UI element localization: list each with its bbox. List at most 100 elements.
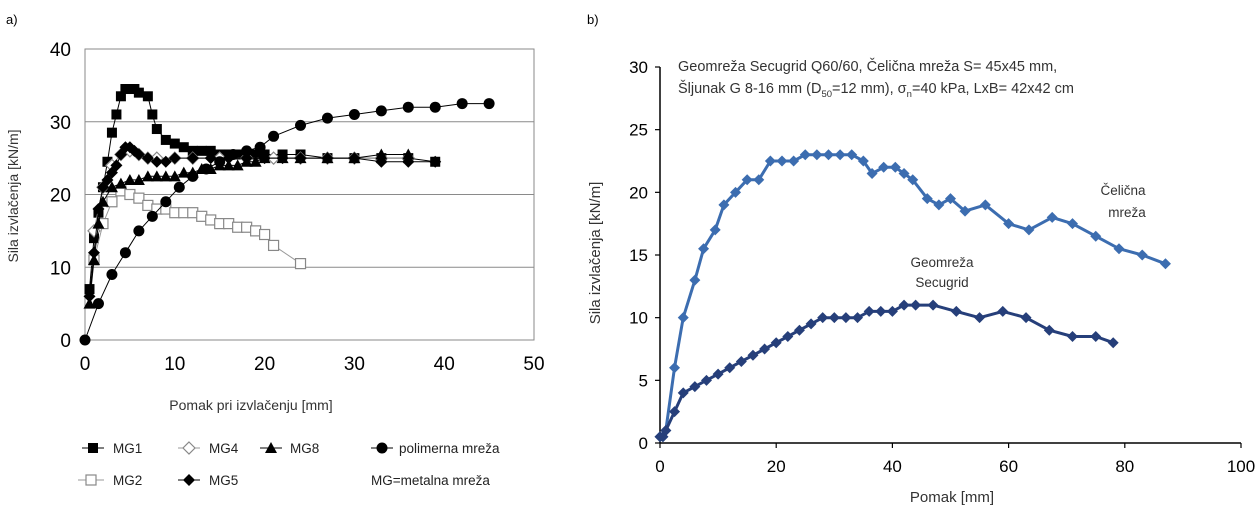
chart-a-x-tick-labels: 0 10 20 30 40 50 (80, 354, 545, 375)
chart-a-line-polimerna-mre-a (84, 103, 490, 341)
chart-a-point-polimerna-mre-a (106, 269, 118, 281)
chart-a-line-mg1 (89, 88, 436, 290)
legend-entry-mg8: MG8 (260, 441, 319, 456)
chart-a-legend: MG1 MG4 MG8 polimerna mreža MG2 (78, 441, 500, 488)
chart-a-point-mg2 (267, 239, 280, 252)
series-label-celicna-line1: Čelična (1100, 183, 1146, 198)
chart-a-point-mg5 (186, 152, 199, 165)
chart-b-y-tick-label: 15 (629, 246, 648, 265)
chart-b-point-eli-na-mre-a (1003, 218, 1015, 230)
chart-b-x-tick-label: 80 (1115, 457, 1134, 476)
chart-a-point-mg5 (159, 155, 172, 168)
chart-b-series (654, 149, 1171, 443)
chart-b-point-geomre-a-secugrid (712, 368, 724, 380)
chart-b-point-geomre-a-secugrid (950, 305, 962, 317)
chart-b-point-eli-na-mre-a (979, 199, 991, 211)
chart-a-point-mg1 (205, 145, 216, 156)
chart-a-point-mg8 (276, 152, 289, 164)
legend-note: MG=metalna mreža (371, 473, 490, 488)
chart-a-point-mg8 (87, 253, 100, 265)
chart-a-y-tick-label: 40 (50, 40, 71, 61)
chart-b-point-eli-na-mre-a (834, 149, 846, 161)
chart-a-line-mg5 (89, 146, 436, 297)
chart-a-x-tick-label: 0 (80, 354, 91, 375)
chart-b-point-geomre-a-secugrid (759, 343, 771, 355)
chart-a-point-mg5 (87, 246, 100, 259)
chart-a-series (79, 84, 495, 346)
chart-b-point-geomre-a-secugrid (782, 330, 794, 342)
chart-b-point-geomre-a-secugrid (910, 299, 922, 311)
chart-b-point-eli-na-mre-a (959, 205, 971, 217)
chart-a-point-mg8 (92, 217, 105, 229)
chart-a-point-mg1 (84, 284, 95, 295)
note-sub-d50: 50 (821, 89, 832, 100)
chart-b-y-tick-label: 0 (639, 434, 648, 453)
chart-b-x-tick-label: 60 (999, 457, 1018, 476)
chart-a-point-mg8 (83, 297, 96, 309)
chart-a-point-mg1 (160, 134, 171, 145)
chart-b-point-eli-na-mre-a (933, 199, 945, 211)
chart-a-point-mg8 (231, 159, 244, 171)
chart-a-point-mg2 (259, 228, 271, 241)
chart-b-y-tick-label: 25 (629, 121, 648, 140)
chart-b-point-eli-na-mre-a (889, 161, 901, 173)
chart-b-point-eli-na-mre-a (866, 168, 878, 180)
chart-b-y-axis-label: Sila izvlačenja [kN/m] (587, 182, 604, 325)
chart-b-point-eli-na-mre-a (730, 186, 742, 198)
chart-b-y-tick-label: 20 (629, 183, 648, 202)
chart-b-point-eli-na-mre-a (669, 362, 681, 374)
chart-b-point-geomre-a-secugrid (735, 356, 747, 368)
chart-b-point-geomre-a-secugrid (863, 305, 875, 317)
chart-b-point-eli-na-mre-a (698, 243, 710, 255)
chart-b-point-geomre-a-secugrid (997, 305, 1009, 317)
chart-b-point-eli-na-mre-a (709, 224, 721, 236)
legend-marker-polimerna (376, 442, 388, 454)
chart-a-point-mg5 (141, 152, 154, 165)
chart-b-point-eli-na-mre-a (799, 149, 811, 161)
chart-a-series-mg8 (83, 148, 415, 309)
chart-a-point-mg8 (402, 148, 415, 160)
chart-b-point-eli-na-mre-a (945, 193, 956, 205)
chart-a-y-axis-label: Sila izvlačenja [kN/m] (5, 129, 21, 262)
chart-b-point-geomre-a-secugrid (747, 349, 759, 361)
chart-b-point-geomre-a-secugrid (1090, 330, 1102, 342)
chart-b-series-eli-na-mre-a (654, 149, 1171, 443)
chart-b-point-eli-na-mre-a (1136, 249, 1148, 261)
chart-a-point-mg2 (294, 258, 307, 270)
chart-b-point-eli-na-mre-a (677, 312, 689, 324)
chart-a-point-mg8 (96, 195, 109, 207)
chart-a-point-polimerna-mre-a (92, 298, 104, 310)
chart-b-point-geomre-a-secugrid (852, 312, 864, 324)
chart-a-point-mg1 (102, 156, 113, 167)
chart-a-series-polimerna-mre-a (79, 98, 495, 346)
chart-b-point-geomre-a-secugrid (1067, 330, 1079, 342)
chart-a-point-polimerna-mre-a (483, 98, 495, 110)
chart-a-point-mg8 (141, 170, 154, 182)
chart-a-point-mg1 (147, 109, 158, 120)
chart-a-y-tick-label: 10 (50, 258, 71, 279)
series-label-geomreza-line2: Secugrid (915, 275, 968, 290)
chart-a-point-mg2 (133, 192, 145, 204)
chart-a-point-mg8 (375, 148, 388, 160)
legend-entry-polimerna-mreza: polimerna mreža (371, 441, 500, 456)
chart-b-x-axis-label: Pomak [mm] (910, 489, 994, 506)
chart-b-point-geomre-a-secugrid (875, 305, 887, 317)
chart-a-point-mg5 (132, 148, 145, 161)
chart-b-point-geomre-a-secugrid (1043, 324, 1055, 336)
chart-b-point-eli-na-mre-a (1046, 211, 1058, 223)
legend-label-mg8: MG8 (290, 441, 319, 456)
chart-b-point-eli-na-mre-a (1090, 230, 1102, 242)
chart-b-point-geomre-a-secugrid (927, 299, 939, 311)
chart-a-point-mg5 (204, 152, 217, 165)
series-label-geomreza-line1: Geomreža (910, 255, 974, 270)
chart-b-point-eli-na-mre-a (741, 174, 753, 186)
chart-b-line-geomre-a-secugrid (660, 303, 1114, 439)
chart-a-point-mg5 (110, 159, 123, 172)
chart-a-series-mg1 (84, 84, 441, 295)
chart-a-point-mg8 (150, 170, 163, 182)
chart-a-point-polimerna-mre-a (200, 163, 212, 175)
chart-b-y-tick-label: 5 (639, 371, 648, 390)
chart-a-line-mg4 (93, 150, 409, 232)
chart-a-point-polimerna-mre-a (119, 247, 131, 259)
